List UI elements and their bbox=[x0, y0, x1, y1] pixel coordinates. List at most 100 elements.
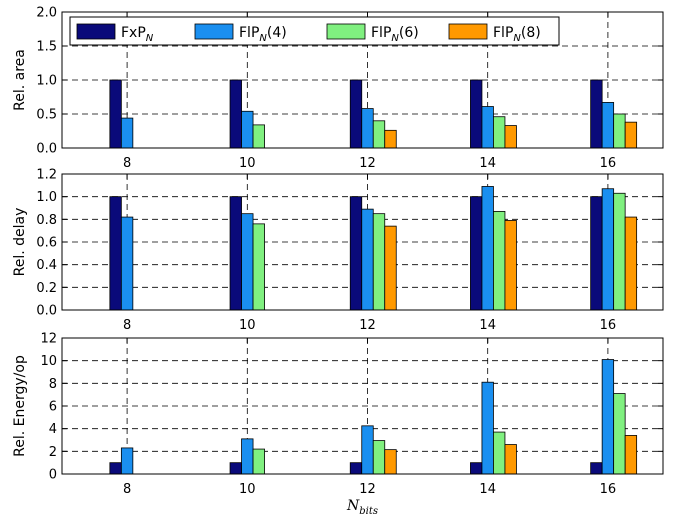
bar-flp-n-4--10 bbox=[241, 110, 254, 149]
bar-fxp-n-8 bbox=[109, 196, 122, 311]
legend-label: FlPN(4) bbox=[239, 25, 287, 44]
bar-fxp-n-16 bbox=[590, 196, 603, 311]
y-tick-label: 8 bbox=[49, 377, 57, 392]
y-tick-label: 10 bbox=[40, 354, 57, 369]
legend-swatch bbox=[448, 23, 488, 40]
axes-frame bbox=[61, 337, 664, 475]
bar-flp-n-4--14 bbox=[481, 106, 494, 149]
bar-flp-n-6--14 bbox=[493, 116, 506, 149]
bar-flp-n-8--16 bbox=[624, 435, 638, 475]
y-tick-label: 1.2 bbox=[36, 168, 57, 183]
y-tick-label: 0.5 bbox=[36, 108, 57, 123]
x-tick-label: 12 bbox=[359, 156, 376, 171]
y-tick-label: 12 bbox=[40, 332, 57, 347]
x-tick-label: 16 bbox=[600, 156, 617, 171]
bar-flp-n-8--14 bbox=[504, 220, 517, 311]
y-tick-label: 6 bbox=[49, 400, 57, 415]
legend-label: FxPN bbox=[121, 25, 154, 44]
bar-fxp-n-14 bbox=[470, 79, 483, 149]
x-tick-label: 10 bbox=[239, 482, 256, 497]
bar-flp-n-4--12 bbox=[361, 208, 374, 311]
subplot-1: 0.0 0.5 1.0 1.5 2.0 8 10 12 14 16 Rel. area bbox=[12, 6, 664, 171]
bar-flp-n-4--16 bbox=[601, 102, 615, 149]
legend-swatch bbox=[326, 23, 366, 40]
y-tick-label: 0.0 bbox=[36, 304, 57, 319]
bar-flp-n-6--14 bbox=[493, 431, 506, 475]
x-tick-label: 12 bbox=[359, 318, 376, 333]
bar-flp-n-8--12 bbox=[384, 449, 397, 475]
bar-fxp-n-16 bbox=[590, 79, 603, 149]
y-tick-label: 1.5 bbox=[36, 40, 57, 55]
bar-flp-n-8--16 bbox=[624, 121, 638, 149]
bar-flp-n-8--16 bbox=[624, 216, 638, 311]
bar-flp-n-6--12 bbox=[372, 213, 386, 311]
x-tick-label: 12 bbox=[359, 482, 376, 497]
bar-flp-n-4--14 bbox=[481, 381, 494, 475]
bar-flp-n-4--12 bbox=[361, 108, 374, 149]
y-tick-label: 2 bbox=[49, 445, 57, 460]
bar-flp-n-4--16 bbox=[601, 359, 615, 475]
bar-flp-n-6--10 bbox=[252, 124, 265, 149]
bar-fxp-n-10 bbox=[229, 196, 242, 311]
y-tick-label: 1.0 bbox=[36, 74, 57, 89]
bar-flp-n-6--10 bbox=[252, 223, 265, 311]
bar-flp-n-8--14 bbox=[504, 444, 517, 475]
bar-fxp-n-12 bbox=[349, 196, 363, 311]
bar-fxp-n-14 bbox=[470, 462, 483, 475]
bar-flp-n-4--8 bbox=[120, 117, 134, 149]
subplot-3: 0 2 4 6 8 10 12 8 10 12 14 16 Rel. Energy/op bbox=[12, 332, 664, 497]
x-axis-label: Nbits bbox=[346, 498, 378, 517]
bar-fxp-n-10 bbox=[229, 462, 242, 475]
x-tick-label: 16 bbox=[600, 318, 617, 333]
bar-flp-n-4--12 bbox=[361, 425, 374, 475]
legend-swatch bbox=[76, 23, 116, 40]
x-tick-label: 14 bbox=[479, 482, 496, 497]
bar-flp-n-4--14 bbox=[481, 186, 494, 311]
bar-flp-n-4--8 bbox=[120, 447, 134, 475]
bar-flp-n-4--16 bbox=[601, 188, 615, 311]
subplot-2: 0.0 0.2 0.4 0.6 0.8 1.0 1.2 8 10 12 14 16 Rel. delay bbox=[12, 168, 664, 333]
y-tick-label: 0.6 bbox=[36, 236, 57, 251]
x-tick-label: 8 bbox=[123, 318, 131, 333]
y-tick-label: 0.2 bbox=[36, 281, 57, 296]
y-tick-label: 2.0 bbox=[36, 6, 57, 21]
y-tick-label: 4 bbox=[49, 422, 57, 437]
y-tick-label: 1.0 bbox=[36, 190, 57, 205]
bar-flp-n-6--16 bbox=[613, 113, 626, 149]
bar-fxp-n-12 bbox=[349, 462, 363, 475]
bar-flp-n-6--12 bbox=[372, 440, 386, 475]
x-tick-label: 10 bbox=[239, 156, 256, 171]
bar-flp-n-4--10 bbox=[241, 213, 254, 311]
legend-label: FlPN(6) bbox=[371, 25, 419, 44]
y-tick-label: 0 bbox=[49, 468, 57, 483]
bar-fxp-n-8 bbox=[109, 462, 122, 475]
axes-frame bbox=[61, 11, 664, 149]
x-tick-label: 14 bbox=[479, 318, 496, 333]
y-axis-label: Rel. delay bbox=[12, 208, 28, 277]
y-tick-label: 0.4 bbox=[36, 258, 57, 273]
x-tick-label: 16 bbox=[600, 482, 617, 497]
y-axis-label: Rel. area bbox=[12, 49, 28, 111]
bar-flp-n-8--14 bbox=[504, 125, 517, 149]
bar-flp-n-6--12 bbox=[372, 120, 386, 149]
legend-swatch bbox=[194, 23, 234, 40]
bar-fxp-n-8 bbox=[109, 79, 122, 149]
bar-flp-n-4--10 bbox=[241, 438, 254, 475]
x-tick-label: 10 bbox=[239, 318, 256, 333]
bar-fxp-n-14 bbox=[470, 196, 483, 311]
bar-flp-n-6--10 bbox=[252, 448, 265, 475]
bar-flp-n-6--16 bbox=[613, 192, 626, 311]
axes-frame bbox=[61, 173, 664, 311]
bar-fxp-n-10 bbox=[229, 79, 242, 149]
bar-flp-n-4--8 bbox=[120, 216, 134, 311]
y-axis-label: Rel. Energy/op bbox=[12, 355, 28, 457]
x-tick-label: 8 bbox=[123, 156, 131, 171]
y-tick-label: 0.0 bbox=[36, 142, 57, 157]
legend: FxPN FlPN(4) FlPN(6) FlPN(8) bbox=[69, 16, 560, 46]
legend-frame bbox=[69, 16, 560, 46]
bar-flp-n-6--16 bbox=[613, 393, 626, 475]
bar-fxp-n-12 bbox=[349, 79, 363, 149]
bar-fxp-n-16 bbox=[590, 462, 603, 475]
